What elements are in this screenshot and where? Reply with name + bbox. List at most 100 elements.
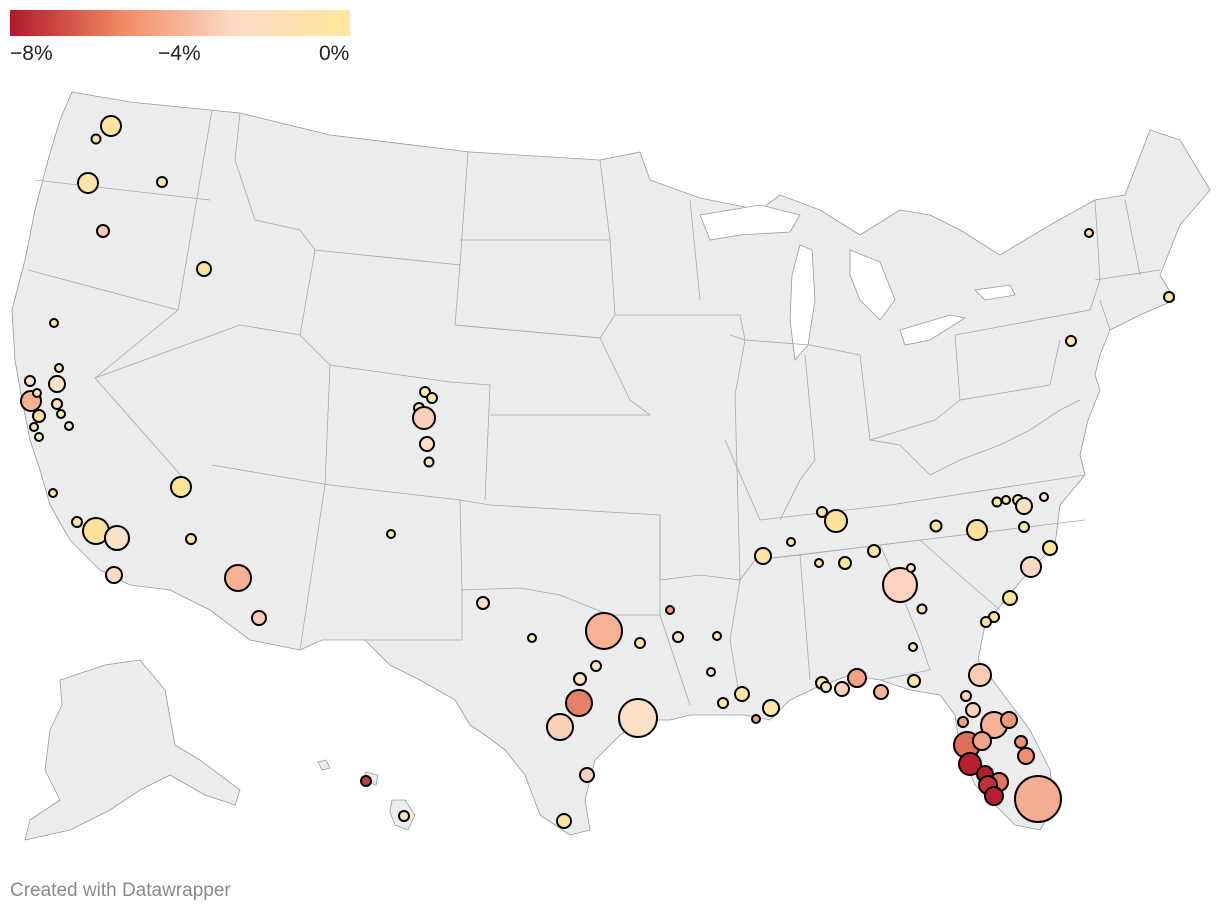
bubble[interactable] — [1065, 335, 1077, 347]
bubble[interactable] — [1014, 775, 1062, 823]
bubble[interactable] — [546, 713, 574, 741]
bubble[interactable] — [786, 537, 796, 547]
bubble[interactable] — [1017, 747, 1035, 765]
bubble[interactable] — [882, 567, 918, 603]
bubble[interactable] — [1001, 495, 1011, 505]
bubble[interactable] — [56, 409, 66, 419]
bubble[interactable] — [104, 525, 130, 551]
color-legend: −8% −4% 0% — [10, 10, 350, 70]
bubble[interactable] — [1000, 711, 1018, 729]
bubble[interactable] — [838, 556, 852, 570]
bubble[interactable] — [49, 318, 59, 328]
bubble[interactable] — [579, 767, 595, 783]
bubble[interactable] — [1163, 291, 1175, 303]
bubble[interactable] — [672, 631, 684, 643]
bubble[interactable] — [712, 631, 722, 641]
bubble[interactable] — [32, 409, 46, 423]
bubble[interactable] — [398, 810, 410, 822]
bubble[interactable] — [573, 672, 587, 686]
city-bubbles — [20, 115, 1175, 829]
bubble[interactable] — [48, 375, 66, 393]
bubble[interactable] — [527, 633, 537, 643]
bubble[interactable] — [1020, 556, 1042, 578]
bubble[interactable] — [100, 115, 122, 137]
bubble[interactable] — [1039, 492, 1049, 502]
bubble[interactable] — [419, 436, 435, 452]
bubble[interactable] — [958, 752, 982, 776]
bubble[interactable] — [412, 406, 436, 430]
bubble[interactable] — [386, 529, 396, 539]
bubble[interactable] — [32, 388, 42, 398]
bubble[interactable] — [71, 516, 83, 528]
bubble[interactable] — [77, 172, 99, 194]
bubble[interactable] — [762, 699, 780, 717]
lake-huron — [849, 249, 896, 321]
bubble[interactable] — [820, 681, 832, 693]
bubble[interactable] — [590, 660, 602, 672]
bubble[interactable] — [1014, 735, 1028, 749]
legend-tick-min: −8% — [10, 42, 53, 65]
bubble[interactable] — [476, 596, 490, 610]
bubble[interactable] — [957, 716, 969, 728]
bubble[interactable] — [929, 519, 943, 533]
bubble[interactable] — [1042, 540, 1058, 556]
bubble[interactable] — [972, 731, 992, 751]
bubble[interactable] — [706, 667, 716, 677]
bubble[interactable] — [968, 663, 992, 687]
bubble[interactable] — [814, 558, 824, 568]
bubble[interactable] — [1018, 521, 1030, 533]
bubble[interactable] — [634, 637, 646, 649]
bubble[interactable] — [185, 533, 197, 545]
bubble[interactable] — [90, 133, 102, 145]
bubble[interactable] — [717, 697, 729, 709]
bubble[interactable] — [1002, 590, 1018, 606]
bubble[interactable] — [224, 564, 252, 592]
bubble[interactable] — [54, 363, 64, 373]
bubble[interactable] — [907, 674, 921, 688]
bubble[interactable] — [834, 681, 850, 697]
bubble[interactable] — [960, 690, 972, 702]
bubble[interactable] — [734, 686, 750, 702]
bubble[interactable] — [156, 176, 168, 188]
lake-ontario — [974, 284, 1016, 301]
bubble[interactable] — [984, 786, 1004, 806]
credit-text[interactable]: Created with Datawrapper — [10, 880, 231, 901]
bubble[interactable] — [867, 544, 881, 558]
bubble[interactable] — [565, 689, 593, 717]
bubble[interactable] — [29, 422, 39, 432]
bubble[interactable] — [873, 684, 889, 700]
bubble[interactable] — [965, 702, 981, 718]
bubble[interactable] — [665, 605, 675, 615]
bubble[interactable] — [51, 398, 63, 410]
bubble[interactable] — [423, 456, 435, 468]
bubble[interactable] — [908, 642, 918, 652]
bubble[interactable] — [618, 698, 658, 738]
bubble[interactable] — [1015, 497, 1033, 515]
bubble[interactable] — [847, 668, 867, 688]
bubble[interactable] — [754, 547, 772, 565]
bubble[interactable] — [1084, 228, 1094, 238]
bubble[interactable] — [360, 775, 372, 787]
bubble[interactable] — [751, 714, 761, 724]
bubble[interactable] — [105, 566, 123, 584]
bubble[interactable] — [48, 488, 58, 498]
legend-tick-mid: −4% — [158, 42, 201, 65]
bubble[interactable] — [24, 375, 36, 387]
bubble[interactable] — [824, 509, 848, 533]
bubble[interactable] — [991, 496, 1003, 508]
bubble[interactable] — [966, 519, 988, 541]
bubble[interactable] — [251, 610, 267, 626]
bubble[interactable] — [64, 421, 74, 431]
bubble[interactable] — [170, 476, 192, 498]
bubble[interactable] — [96, 224, 110, 238]
bubble[interactable] — [426, 392, 438, 404]
bubble[interactable] — [916, 603, 928, 615]
bubble[interactable] — [34, 432, 44, 442]
bubble[interactable] — [816, 506, 828, 518]
bubble[interactable] — [196, 261, 212, 277]
alaska — [24, 659, 241, 841]
bubble[interactable] — [585, 612, 623, 650]
bubble[interactable] — [556, 813, 572, 829]
bubble[interactable] — [980, 616, 992, 628]
bubble[interactable] — [906, 563, 916, 573]
